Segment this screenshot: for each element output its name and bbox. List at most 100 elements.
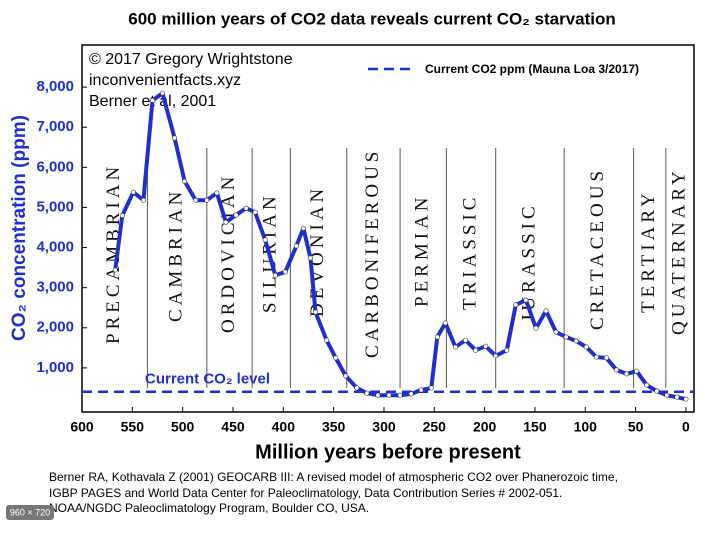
y-tick-label: 7,000 xyxy=(36,118,74,135)
data-point xyxy=(182,178,188,184)
period-label: CARBONIFEROUS xyxy=(362,148,383,358)
data-point xyxy=(282,269,288,275)
data-point xyxy=(674,394,680,400)
y-tick-label: 4,000 xyxy=(36,239,74,256)
data-point xyxy=(262,237,268,243)
data-point xyxy=(442,320,448,326)
y-tick-label: 6,000 xyxy=(36,158,74,175)
reference-annotation: Current CO₂ level xyxy=(145,371,270,388)
x-tick-label: 400 xyxy=(272,419,296,435)
data-point xyxy=(313,309,319,315)
data-point xyxy=(300,225,306,231)
data-point xyxy=(473,347,479,353)
x-tick-label: 150 xyxy=(523,419,547,435)
data-point xyxy=(434,334,440,340)
data-point xyxy=(563,334,569,340)
data-point xyxy=(140,197,146,203)
badge: 960 × 720 xyxy=(10,507,50,517)
data-point xyxy=(493,353,499,359)
period-label: JURASSIC xyxy=(518,202,539,322)
chart-title: 600 million years of CO2 data reveals cu… xyxy=(128,9,616,28)
y-tick-label: 2,000 xyxy=(36,319,74,336)
data-point xyxy=(644,382,650,388)
data-point xyxy=(613,367,619,373)
x-tick-label: 300 xyxy=(372,419,396,435)
data-point xyxy=(573,338,579,344)
period-label: TRIASSIC xyxy=(459,194,480,310)
credit: inconvenientfacts.xyz xyxy=(89,72,241,89)
x-tick-label: 450 xyxy=(221,419,245,435)
data-point xyxy=(112,267,118,273)
data-point xyxy=(343,373,349,379)
data-point xyxy=(543,308,549,314)
data-point xyxy=(223,219,229,225)
data-point xyxy=(149,97,155,103)
data-point xyxy=(386,392,392,398)
data-point xyxy=(583,344,589,350)
data-point xyxy=(504,347,510,353)
period-label: QUATERNARY xyxy=(668,167,689,335)
y-tick-label: 8,000 xyxy=(36,78,74,95)
badge-bg xyxy=(6,505,54,520)
data-point xyxy=(252,209,258,215)
x-tick-label: 200 xyxy=(473,419,497,435)
data-point xyxy=(243,205,249,211)
period-label: ORDOVICIAN xyxy=(218,173,239,333)
data-point xyxy=(513,302,519,308)
data-point xyxy=(324,337,330,343)
data-point xyxy=(272,272,278,278)
x-tick-label: 100 xyxy=(574,419,598,435)
data-point xyxy=(233,212,239,218)
y-tick-label: 3,000 xyxy=(36,279,74,296)
legend-label: Current CO2 ppm (Mauna Loa 3/2017) xyxy=(425,62,639,76)
data-point xyxy=(624,371,630,377)
period-label: TERTIARY xyxy=(638,189,659,313)
data-point xyxy=(130,189,136,195)
footer: Berner RA, Kothavala Z (2001) GEOCARB II… xyxy=(49,470,618,484)
x-tick-label: 550 xyxy=(121,419,145,435)
data-point xyxy=(172,135,178,141)
data-point xyxy=(204,197,210,203)
data-point xyxy=(119,212,125,218)
credit: © 2017 Gregory Wrightstone xyxy=(89,51,293,68)
data-point xyxy=(634,368,640,374)
data-point xyxy=(523,297,529,303)
data-point xyxy=(408,391,414,397)
period-label: CAMBRIAN xyxy=(165,188,186,322)
x-tick-label: 50 xyxy=(628,419,644,435)
data-point xyxy=(664,392,670,398)
data-point xyxy=(333,355,339,361)
y-tick-label: 5,000 xyxy=(36,198,74,215)
period-label: PRECAMBRIAN xyxy=(103,163,124,344)
x-axis-label: Million years before present xyxy=(255,441,521,463)
footer: NOAA/NGDC Paleoclimatology Program, Boul… xyxy=(49,501,369,515)
data-point xyxy=(293,243,299,249)
data-point xyxy=(553,329,559,335)
x-tick-label: 500 xyxy=(171,419,195,435)
period-label: PERMIAN xyxy=(412,193,433,307)
data-point xyxy=(375,392,381,398)
y-axis-label: CO₂ concentration (ppm) xyxy=(9,115,30,341)
data-point xyxy=(418,387,424,393)
footer: IGBP PAGES and World Data Center for Pal… xyxy=(49,486,562,500)
y-tick-label: 1,000 xyxy=(36,359,74,376)
period-label: CRETACEOUS xyxy=(587,167,608,330)
x-tick-label: 350 xyxy=(322,419,346,435)
data-point xyxy=(364,390,370,396)
data-point xyxy=(160,90,166,96)
data-point xyxy=(463,337,469,343)
data-point xyxy=(452,344,458,350)
data-point xyxy=(397,392,403,398)
data-point xyxy=(483,343,489,349)
data-point xyxy=(428,385,434,391)
data-point xyxy=(654,388,660,394)
data-point xyxy=(683,396,689,402)
data-point xyxy=(193,197,199,203)
x-tick-label: 0 xyxy=(682,419,690,435)
data-point xyxy=(307,255,313,261)
x-tick-label: 600 xyxy=(70,419,94,435)
data-point xyxy=(533,325,539,331)
data-point xyxy=(354,385,360,391)
